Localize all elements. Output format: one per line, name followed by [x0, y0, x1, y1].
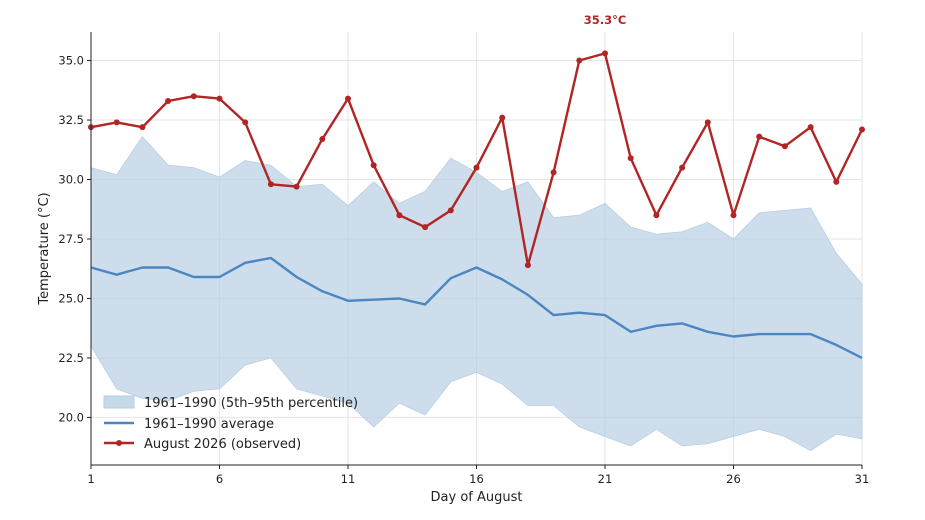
observed-point — [627, 155, 634, 162]
percentile-band — [90, 136, 863, 452]
x-axis-title: Day of August — [431, 490, 523, 505]
observed-point — [139, 124, 146, 131]
observed-point — [370, 162, 377, 169]
legend: 1961–1990 (5th–95th percentile) 1961–199… — [103, 395, 358, 452]
observed-point — [833, 178, 840, 185]
observed-point — [113, 119, 120, 126]
y-tick-label: 27.5 — [58, 232, 84, 246]
observed-point — [319, 136, 326, 143]
observed-point — [602, 50, 608, 57]
observed-point — [473, 164, 480, 171]
observed-point — [524, 262, 531, 269]
x-tick-label: 1 — [87, 472, 94, 486]
observed-point — [550, 169, 557, 176]
observed-point — [345, 95, 351, 102]
observed-point — [165, 97, 172, 104]
observed-point — [267, 181, 274, 188]
observed-point — [756, 133, 763, 140]
observed-point — [242, 119, 249, 126]
annotations-group: 35.3°C — [584, 13, 627, 27]
x-tick-label: 6 — [216, 472, 223, 486]
observed-point — [190, 93, 197, 100]
percentile-band-group — [90, 136, 863, 452]
y-tick-label: 32.5 — [58, 113, 84, 127]
y-axis-title: Temperature (°C) — [37, 192, 52, 305]
x-tick-label: 31 — [855, 472, 870, 486]
legend-band-label: 1961–1990 (5th–95th percentile) — [144, 396, 358, 411]
legend-observed-marker — [116, 440, 122, 446]
observed-point — [704, 119, 711, 126]
x-tick-label: 26 — [726, 472, 741, 486]
peak-annotation: 35.3°C — [584, 13, 627, 27]
legend-band-swatch — [103, 395, 135, 409]
y-tick-label: 30.0 — [58, 173, 84, 187]
y-tick-label: 20.0 — [58, 410, 84, 424]
observed-point — [679, 164, 686, 171]
observed-point — [447, 207, 454, 214]
observed-point — [293, 183, 300, 190]
legend-average-label: 1961–1990 average — [144, 417, 274, 432]
x-tick-label: 16 — [469, 472, 484, 486]
observed-point — [499, 114, 506, 121]
series-lines-group — [88, 50, 865, 359]
observed-point — [730, 212, 737, 219]
observed-point — [422, 224, 429, 231]
observed-point — [396, 212, 403, 219]
y-tick-label: 35.0 — [58, 54, 84, 68]
observed-point — [653, 212, 660, 219]
observed-point — [216, 95, 223, 102]
legend-observed-label: August 2026 (observed) — [144, 437, 301, 452]
observed-point — [576, 57, 583, 64]
x-tick-label: 21 — [598, 472, 613, 486]
x-tick-label: 11 — [341, 472, 356, 486]
average-line — [90, 256, 863, 359]
observed-point — [859, 126, 865, 133]
y-tick-label: 22.5 — [58, 351, 84, 365]
y-tick-label: 25.0 — [58, 291, 84, 305]
observed-point — [781, 143, 788, 150]
observed-point — [807, 124, 814, 131]
